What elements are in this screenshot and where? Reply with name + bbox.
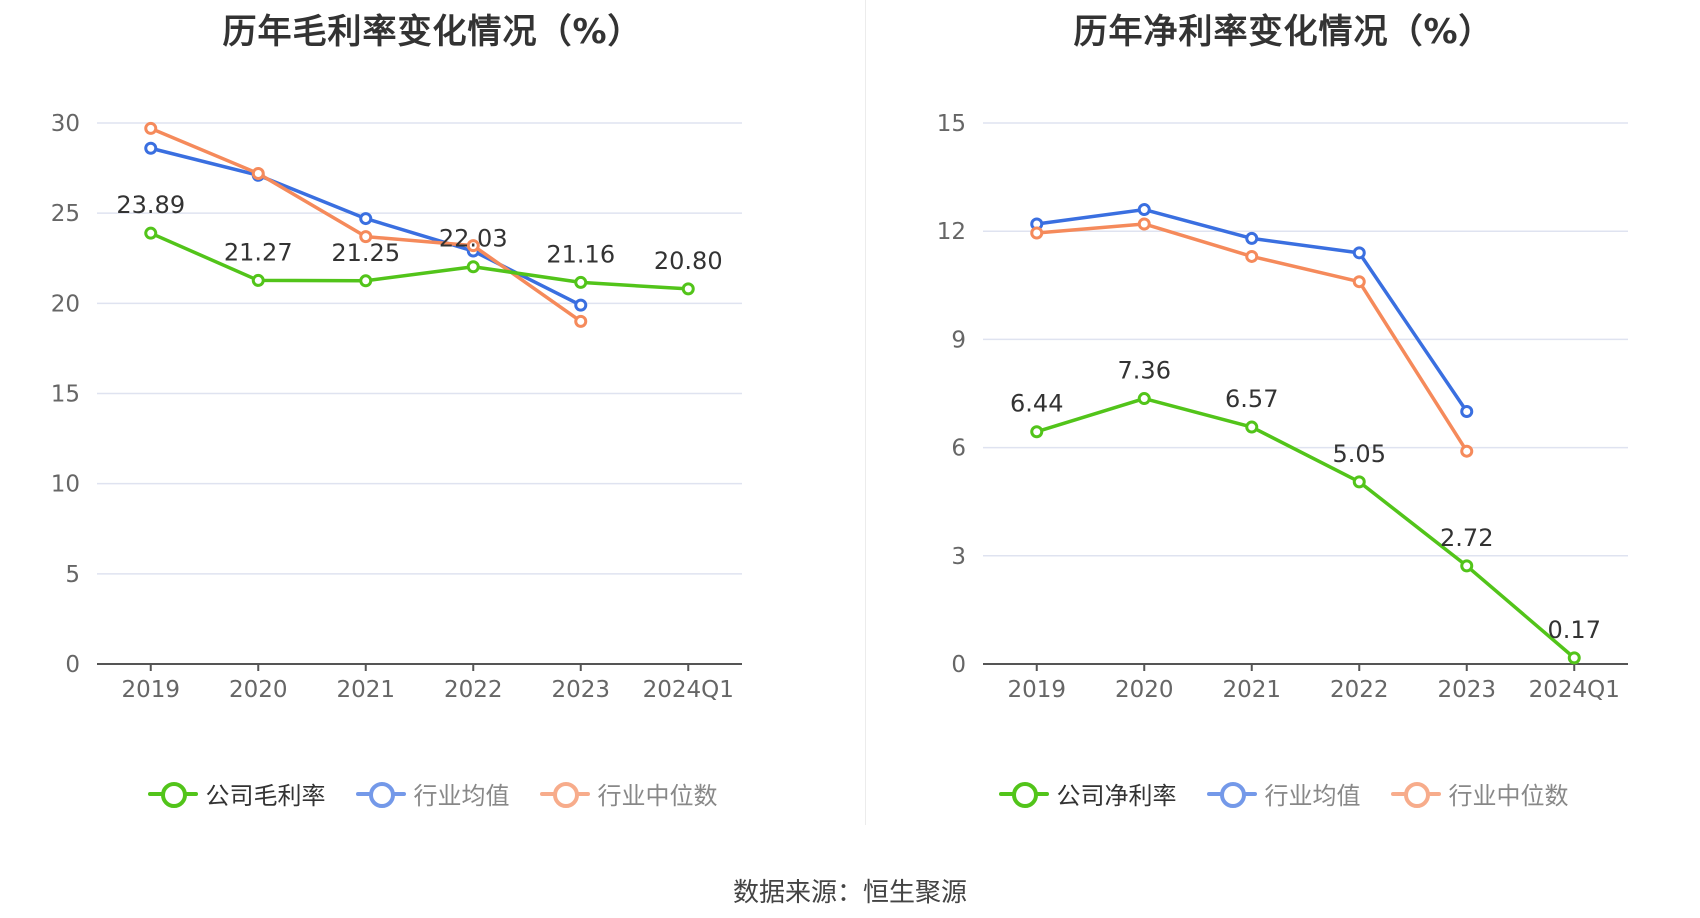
data-point-median — [1460, 444, 1474, 458]
data-point-company — [574, 275, 588, 289]
gross-margin-chart-panel: 历年毛利率变化情况（%） 0 5 10 15 20 25 30 2019 2020 2021 202… — [0, 0, 865, 830]
data-label: 21.27 — [224, 238, 293, 266]
legend-label: 行业均值 — [1264, 782, 1361, 810]
data-point-company — [681, 282, 695, 296]
data-point-company — [1245, 420, 1259, 434]
net-margin-chart: 0 3 6 9 12 15 2019 2020 2021 2022 2023 2024Q1 6.44 7.… — [937, 111, 1628, 703]
data-point-median — [466, 239, 480, 253]
x-tick-label: 2023 — [1437, 677, 1496, 703]
x-tick-label: 2024Q1 — [1529, 677, 1620, 703]
legend-label: 行业均值 — [413, 782, 510, 810]
data-point-company — [359, 274, 373, 288]
legend-line-marker-icon — [1390, 781, 1441, 808]
x-tick-label: 2020 — [229, 677, 288, 703]
legend-item-company[interactable]: 公司毛利率 — [147, 776, 326, 811]
y-tick-label: 3 — [951, 544, 966, 570]
data-point-avg — [359, 212, 373, 226]
legend-label: 行业中位数 — [597, 782, 718, 810]
legend-item-industry-median[interactable]: 行业中位数 — [539, 776, 718, 811]
x-tick-label: 2021 — [336, 677, 395, 703]
x-tick-label: 2022 — [1330, 677, 1389, 703]
data-label: 5.05 — [1333, 440, 1386, 468]
data-point-median — [574, 314, 588, 328]
data-point-median — [1245, 249, 1259, 263]
data-point-median — [1352, 275, 1366, 289]
data-point-median — [251, 166, 265, 180]
data-point-avg — [144, 141, 158, 155]
x-tick-label: 2019 — [1007, 677, 1066, 703]
y-tick-label: 30 — [51, 111, 80, 137]
y-tick-label: 25 — [51, 201, 80, 227]
y-tick-label: 0 — [65, 652, 80, 678]
legend-line-marker-icon — [1206, 781, 1257, 808]
y-tick-label: 5 — [65, 562, 80, 588]
legend-line-marker-icon — [147, 781, 198, 808]
chart-title: 历年毛利率变化情况（%） — [222, 12, 643, 52]
legend-item-company[interactable]: 公司净利率 — [998, 776, 1177, 811]
data-point-company — [1460, 559, 1474, 573]
x-tick-label: 2020 — [1115, 677, 1174, 703]
data-point-avg — [1460, 405, 1474, 419]
legend-label: 公司净利率 — [1056, 782, 1177, 810]
legend-line-marker-icon — [355, 781, 406, 808]
y-tick-label: 15 — [937, 111, 966, 137]
gross-margin-chart: 0 5 10 15 20 25 30 2019 2020 2021 2022 2023 2024Q1 23… — [51, 111, 742, 703]
y-tick-label: 10 — [51, 472, 80, 498]
series-line-company — [150, 231, 689, 291]
net-margin-chart-panel: 历年净利率变化情况（%） 0 3 6 9 12 15 2019 2020 2021 2022 202… — [867, 0, 1700, 830]
data-label: 23.89 — [116, 191, 185, 219]
data-label: 0.17 — [1548, 616, 1601, 644]
data-point-company — [1567, 651, 1581, 665]
data-point-company — [1352, 475, 1366, 489]
x-tick-label: 2019 — [121, 677, 180, 703]
data-point-median — [1137, 217, 1151, 231]
data-point-median — [359, 230, 373, 244]
y-tick-label: 15 — [51, 382, 80, 408]
data-label: 7.36 — [1118, 357, 1171, 385]
legend-line-marker-icon — [998, 781, 1049, 808]
data-label: 2.72 — [1440, 524, 1493, 552]
legend-item-industry-average[interactable]: 行业均值 — [1206, 776, 1361, 811]
x-tick-label: 2024Q1 — [643, 677, 734, 703]
data-point-company — [466, 260, 480, 274]
y-tick-label: 9 — [951, 327, 966, 353]
x-tick-label: 2021 — [1222, 677, 1281, 703]
data-point-avg — [1137, 203, 1151, 217]
data-point-company — [1030, 425, 1044, 439]
data-point-company — [1137, 392, 1151, 406]
chart-legend: 公司毛利率 行业均值 行业中位数 — [0, 776, 865, 811]
data-point-avg — [1352, 246, 1366, 260]
data-label: 6.57 — [1225, 385, 1278, 413]
legend-label: 公司毛利率 — [205, 782, 326, 810]
data-label: 21.16 — [546, 240, 615, 268]
data-source-note: 数据来源：恒生聚源 — [732, 878, 967, 908]
series-line-company — [1036, 396, 1576, 660]
chart-legend: 公司净利率 行业均值 行业中位数 — [867, 776, 1700, 811]
legend-item-industry-average[interactable]: 行业均值 — [355, 776, 510, 811]
y-tick-label: 20 — [51, 291, 80, 317]
x-tick-label: 2022 — [444, 677, 503, 703]
legend-line-marker-icon — [539, 781, 590, 808]
data-point-median — [1030, 226, 1044, 240]
x-tick-label: 2023 — [551, 677, 610, 703]
y-tick-label: 6 — [951, 436, 966, 462]
data-label: 21.25 — [331, 239, 400, 267]
data-point-company — [144, 226, 158, 240]
y-tick-label: 0 — [951, 652, 966, 678]
data-label: 20.80 — [654, 247, 723, 275]
data-point-company — [251, 273, 265, 287]
legend-item-industry-median[interactable]: 行业中位数 — [1390, 776, 1569, 811]
data-point-avg — [1245, 231, 1259, 245]
panel-divider — [865, 0, 866, 825]
chart-title: 历年净利率变化情况（%） — [1073, 12, 1494, 52]
data-point-avg — [574, 298, 588, 312]
data-label: 6.44 — [1010, 390, 1063, 418]
data-label: 22.03 — [439, 225, 508, 253]
legend-label: 行业中位数 — [1448, 782, 1569, 810]
data-point-median — [144, 121, 158, 135]
y-tick-label: 12 — [937, 219, 966, 245]
